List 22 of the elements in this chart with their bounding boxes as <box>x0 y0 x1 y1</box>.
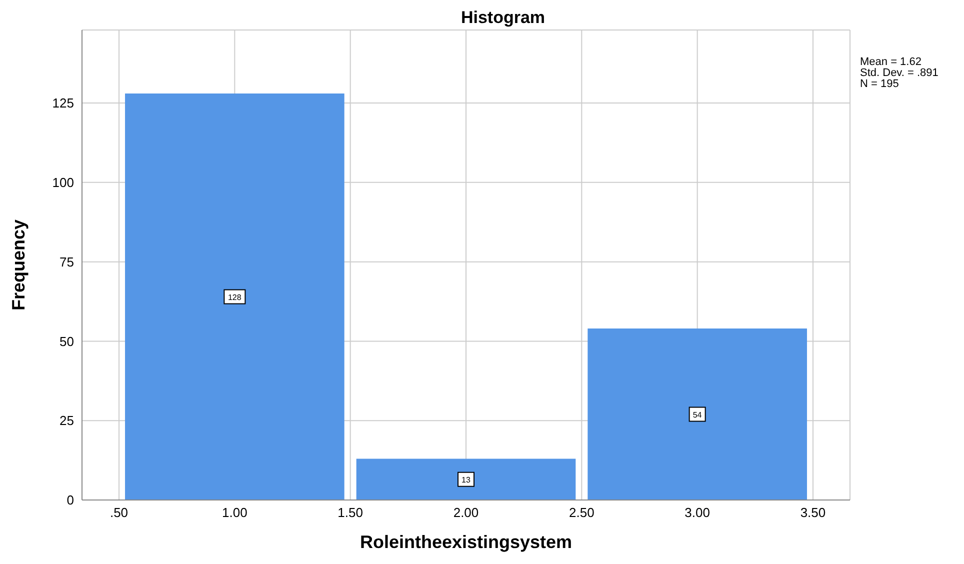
text: N = 195 <box>860 78 900 90</box>
y-tick-label: 25 <box>60 413 74 428</box>
text: Std. Dev. = .891 <box>860 67 938 79</box>
x-tick-label: 2.00 <box>453 505 479 520</box>
y-tick-label: 125 <box>52 96 74 111</box>
y-tick-label: 0 <box>66 492 74 508</box>
x-tick-label: 1.50 <box>338 505 363 520</box>
data-label: 13 <box>462 475 471 484</box>
y-axis-title: Frequency <box>8 219 28 311</box>
chart-title: Histogram <box>460 8 546 27</box>
x-tick-label: .50 <box>110 505 128 520</box>
x-tick-label: 3.50 <box>800 505 826 520</box>
x-tick-label: 3.00 <box>684 505 710 520</box>
data-label: 128 <box>228 292 242 302</box>
y-tick-label: 50 <box>60 334 74 349</box>
text: Mean = 1.62 <box>860 56 922 68</box>
y-tick-label: 100 <box>52 175 74 190</box>
x-axis-title: Roleintheexistingsystem <box>360 532 572 552</box>
x-tick-label: 1.00 <box>222 505 248 520</box>
data-label: 54 <box>692 410 702 420</box>
y-tick-label: 75 <box>60 254 74 270</box>
x-tick-label: 2.50 <box>569 505 594 520</box>
